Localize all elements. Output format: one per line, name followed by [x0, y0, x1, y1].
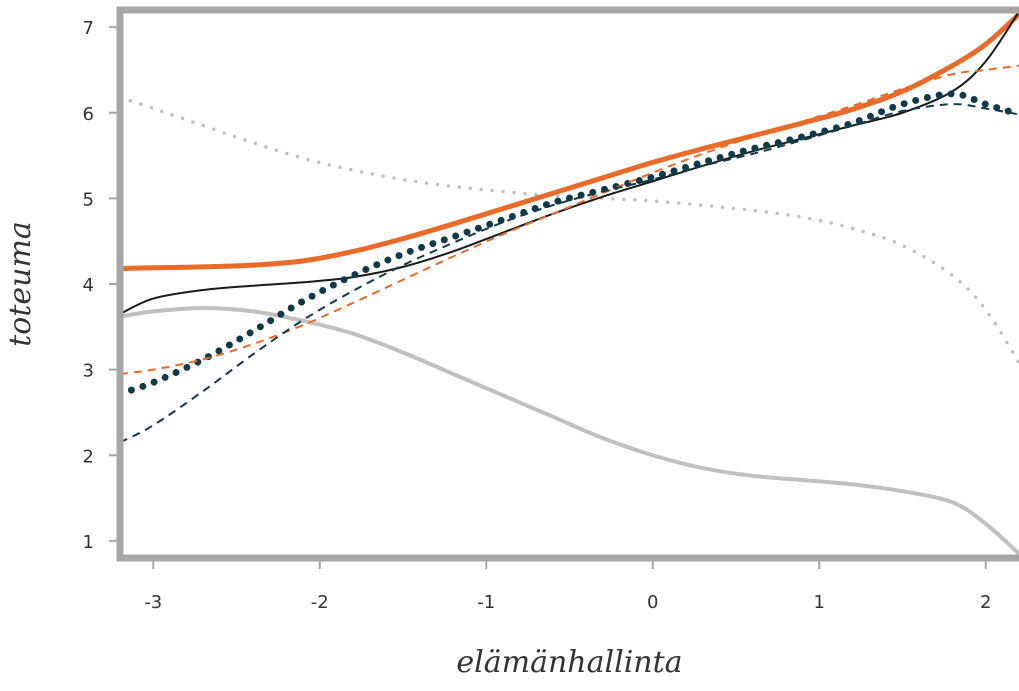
x-tick-label: -1 [477, 592, 495, 613]
x-tick-label: 2 [980, 592, 991, 613]
series-line-dotted-light-grey [120, 95, 1019, 365]
series-line-solid-light-grey [120, 305, 1019, 556]
y-tick-layer: 1 2 3 4 5 6 7 [83, 18, 117, 553]
series-layer [120, 10, 1019, 556]
y-tick-label: 3 [83, 361, 94, 382]
x-tick-label: 1 [813, 592, 824, 613]
series-line-dashed-navy [120, 103, 1019, 444]
x-tick-layer: -3 -2 -1 0 1 2 [144, 561, 991, 613]
y-tick-label: 4 [83, 275, 94, 296]
y-axis-title: toteuma [3, 221, 38, 347]
series-line-dashed-orange [120, 64, 1019, 375]
series-line-solid-thick-orange [120, 11, 1019, 272]
y-tick-label: 1 [83, 532, 94, 553]
x-tick-label: -3 [144, 592, 162, 613]
y-tick-label: 2 [83, 446, 94, 467]
plot-frame [116, 6, 1019, 562]
x-tick-label: 0 [647, 592, 658, 613]
y-tick-label: 6 [83, 104, 94, 125]
x-axis-title: elämänhallinta [456, 645, 682, 680]
series-line-dotted-thick-navy [120, 90, 1019, 398]
series-line-solid-thin-black [120, 10, 1019, 315]
y-tick-label: 7 [83, 18, 94, 39]
x-tick-label: -2 [311, 592, 329, 613]
y-tick-label: 5 [83, 189, 94, 210]
